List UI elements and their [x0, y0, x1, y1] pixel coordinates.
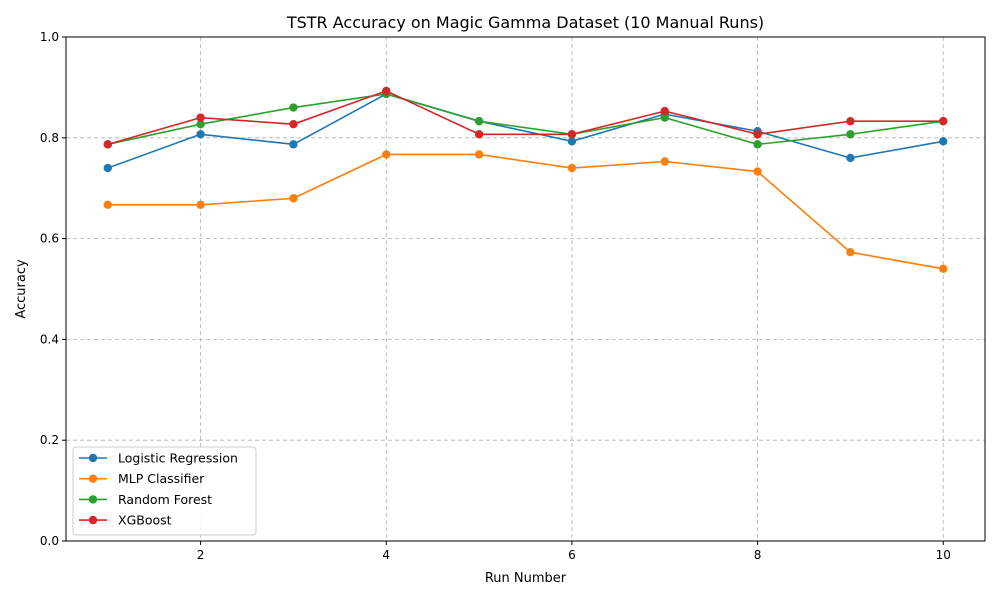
legend-swatch-marker [88, 495, 98, 504]
series-xgboost [103, 86, 948, 149]
data-point-random-forest [474, 116, 484, 126]
data-point-xgboost [846, 116, 855, 126]
data-point-mlp-classifier [103, 200, 112, 210]
y-tick-label: 0.6 [40, 232, 59, 246]
data-point-xgboost [103, 140, 112, 149]
series-line-random-forest [107, 93, 944, 146]
data-point-mlp-classifier [660, 157, 669, 166]
data-point-random-forest [660, 113, 669, 122]
data-point-logistic-regression [567, 137, 577, 146]
x-tick-label: 6 [568, 548, 576, 562]
x-tick-label: 10 [936, 548, 951, 562]
legend-swatch-marker [88, 515, 98, 525]
series-mlp-classifier [103, 150, 948, 274]
data-point-mlp-classifier [939, 264, 948, 274]
legend-label-logistic-regression: Logistic Regression [118, 451, 238, 466]
data-point-random-forest [196, 119, 205, 129]
legend-swatch-marker [88, 453, 98, 463]
series-line-xgboost [107, 90, 944, 146]
data-point-logistic-regression [103, 163, 112, 173]
data-point-logistic-regression [196, 130, 205, 139]
plot-area-frame [65, 36, 986, 542]
data-point-logistic-regression [939, 137, 948, 146]
data-point-xgboost [196, 113, 205, 122]
y-tick-label: 0.0 [40, 534, 59, 548]
x-tick-label: 8 [754, 548, 762, 562]
data-point-mlp-classifier [382, 150, 391, 159]
legend-box [72, 446, 257, 536]
data-point-mlp-classifier [474, 150, 484, 159]
data-point-xgboost [660, 106, 669, 116]
y-tick-label: 0.2 [40, 433, 59, 447]
data-point-logistic-regression [846, 153, 855, 163]
series-line-logistic-regression [107, 93, 944, 169]
x-tick-label: 2 [197, 548, 205, 562]
legend-swatch-marker [88, 474, 98, 483]
data-point-xgboost [474, 130, 484, 139]
data-point-random-forest [753, 140, 762, 149]
legend-label-random-forest: Random Forest [118, 492, 212, 507]
legend: Logistic Regression MLP Classifier Random … [72, 446, 257, 536]
data-point-xgboost [939, 116, 948, 126]
y-axis-label: Accuracy [14, 259, 29, 319]
series-line-mlp-classifier [107, 153, 944, 270]
data-point-xgboost [567, 130, 577, 139]
data-point-xgboost [382, 86, 391, 96]
x-tick-label: 4 [382, 548, 390, 562]
y-axis: 0.0 0.2 0.4 0.6 0.8 1.0 [40, 30, 66, 548]
x-axis-label: Run Number [485, 571, 567, 586]
data-point-random-forest [289, 103, 298, 112]
data-point-mlp-classifier [753, 167, 762, 176]
data-point-xgboost [753, 130, 762, 139]
data-point-logistic-regression [289, 140, 298, 149]
data-point-mlp-classifier [196, 200, 205, 210]
data-point-mlp-classifier [567, 163, 577, 173]
legend-label-mlp-classifier: MLP Classifier [118, 471, 205, 486]
legend-label-xgboost: XGBoost [118, 513, 172, 528]
y-tick-label: 0.8 [40, 131, 59, 145]
series-group [103, 86, 948, 274]
data-point-mlp-classifier [846, 248, 855, 257]
data-point-random-forest [846, 130, 855, 139]
chart-title: TSTR Accuracy on Magic Gamma Dataset (10… [286, 13, 764, 32]
data-point-mlp-classifier [289, 194, 298, 203]
y-tick-label: 1.0 [40, 30, 59, 44]
x-axis: 2 4 6 8 10 [197, 541, 951, 562]
data-point-xgboost [289, 119, 298, 129]
y-tick-label: 0.4 [40, 332, 59, 346]
